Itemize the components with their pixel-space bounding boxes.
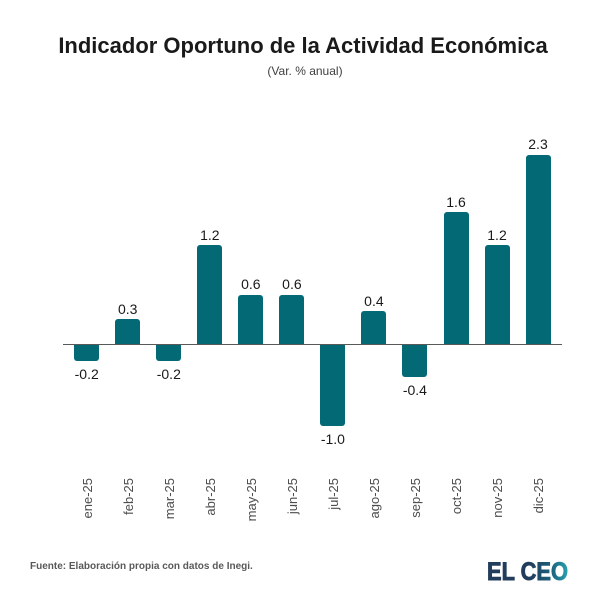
svg-text:EL CEO: EL CEO xyxy=(487,558,568,585)
